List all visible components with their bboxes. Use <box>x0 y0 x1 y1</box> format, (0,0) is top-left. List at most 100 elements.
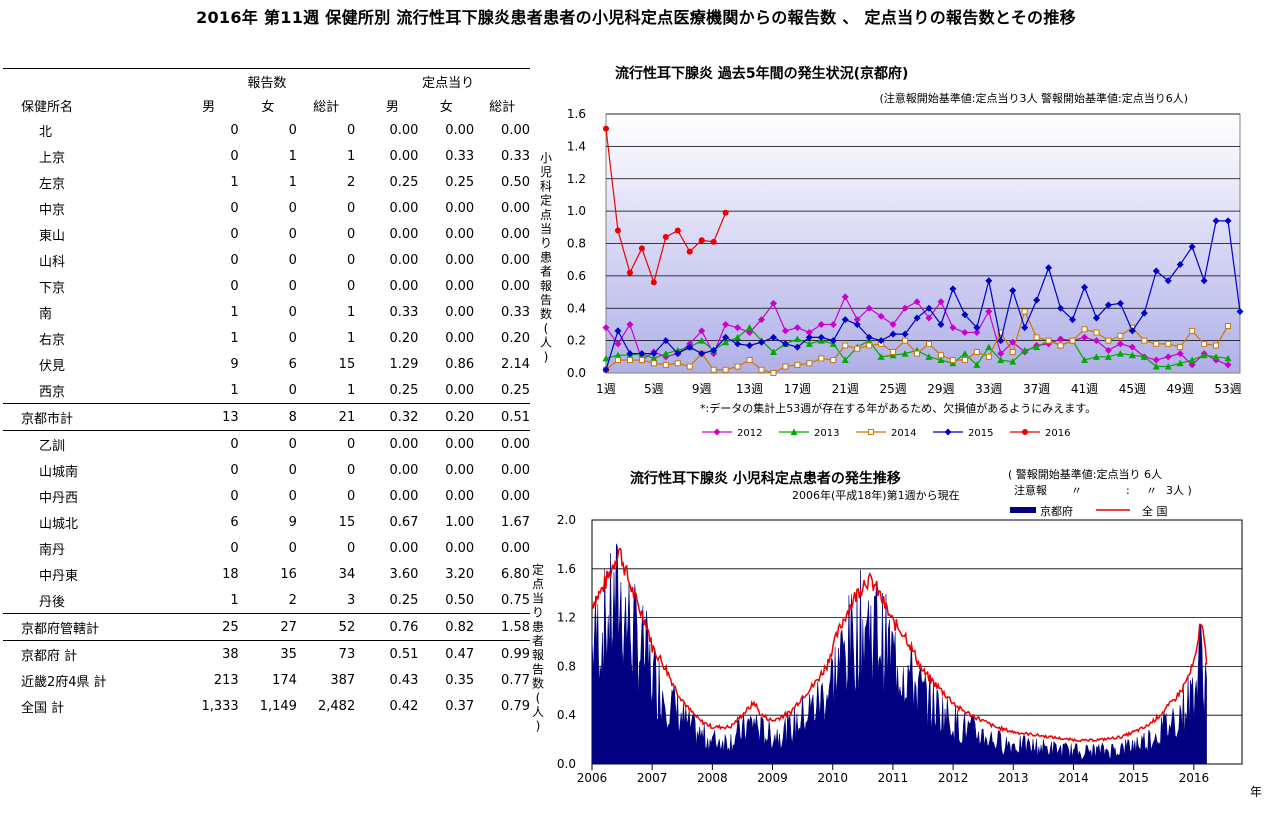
data-point <box>1224 354 1232 362</box>
x-tick-label: 37週 <box>1023 382 1050 396</box>
data-point <box>1057 335 1065 343</box>
data-point <box>854 345 861 352</box>
cell-per-female: 0.35 <box>445 672 475 688</box>
legend-label: 全 国 <box>1142 504 1168 518</box>
x-tick-label: 29週 <box>927 382 954 396</box>
series-2015: 2015 <box>602 217 1244 439</box>
y-tick-label: 1.2 <box>567 172 586 186</box>
series-2012: 2012 <box>602 293 1232 439</box>
threshold-note-2: 注意報 <box>1014 483 1047 497</box>
chart-trend: 0.0 0.4 0.8 1.2 1.6 2.0 2006 2007 2008 2009 2010 20… <box>532 467 1262 799</box>
x-tick-label: 9週 <box>692 382 712 396</box>
cell-per-total: 0.00 <box>501 436 530 452</box>
data-point <box>662 361 669 368</box>
cell-per-total: 0.79 <box>501 698 530 714</box>
data-point <box>1225 323 1232 330</box>
data-point <box>769 299 777 307</box>
data-point <box>1164 353 1172 361</box>
data-point <box>1141 337 1148 344</box>
data-point <box>890 348 897 355</box>
cell-name: 中丹東 <box>39 568 79 584</box>
cell-total: 1 <box>346 304 356 320</box>
cell-per-total: 0.00 <box>501 252 530 268</box>
cell-per-total: 0.00 <box>501 226 530 242</box>
data-point <box>1009 286 1017 294</box>
data-point <box>734 324 742 332</box>
data-point <box>830 357 837 364</box>
cell-male: 0 <box>230 436 239 452</box>
cell-per-male: 0.51 <box>389 646 419 662</box>
data-point <box>1188 243 1196 251</box>
data-point <box>758 338 766 346</box>
cell-total: 1 <box>346 382 356 398</box>
table-row: 中丹西 0 0 0 0.00 0.00 0.00 <box>3 483 530 509</box>
x-tick-label: 45週 <box>1119 382 1146 396</box>
data-point <box>686 363 693 370</box>
cell-female: 8 <box>238 403 297 431</box>
data-point <box>817 320 825 328</box>
data-point <box>997 337 1005 345</box>
data-point <box>650 354 658 362</box>
cell-female: 0 <box>288 462 297 478</box>
data-point <box>902 337 909 344</box>
data-point <box>746 357 753 364</box>
data-point <box>722 366 729 373</box>
data-point <box>638 350 646 358</box>
cell-female: 27 <box>238 613 297 641</box>
cell-per-total: 0.00 <box>501 540 530 556</box>
data-point <box>1188 356 1196 364</box>
chart-title: 流行性耳下腺炎 小児科定点患者の発生推移 <box>630 470 901 487</box>
data-point <box>865 333 873 341</box>
data-point <box>746 341 754 349</box>
data-point <box>817 333 825 341</box>
x-tick-label: 17週 <box>784 382 811 396</box>
data-point <box>853 320 861 328</box>
data-point <box>1092 353 1100 360</box>
cell-total: 73 <box>338 646 356 662</box>
cell-female: 0 <box>288 488 297 504</box>
table-row: 左京 1 1 2 0.25 0.25 0.50 <box>3 169 530 195</box>
cell-female: 2 <box>288 592 297 608</box>
y-tick-label: 0.4 <box>567 301 586 315</box>
cell-male: 0 <box>230 122 239 138</box>
table-row: 南丹 0 0 0 0.00 0.00 0.00 <box>3 535 530 561</box>
col-header-per-total: 総計 <box>489 99 516 115</box>
table-row: 乙訓 0 0 0 0.00 0.00 0.00 <box>3 431 530 458</box>
cell-total: 15 <box>338 356 356 372</box>
cell-per-total: 0.50 <box>501 174 530 190</box>
cell-per-male: 0.00 <box>389 200 419 216</box>
data-point <box>1116 350 1124 357</box>
cell-total: 1 <box>346 330 356 346</box>
data-point <box>1140 353 1148 360</box>
x-tick-label: 2009 <box>757 771 788 785</box>
cell-male: 25 <box>178 613 239 641</box>
data-point <box>973 324 981 332</box>
data-point <box>973 329 981 337</box>
data-point <box>722 333 730 341</box>
y-tick-label: 0.0 <box>567 366 586 380</box>
cell-per-female: 0.00 <box>445 304 475 320</box>
cell-name: 伏見 <box>39 358 66 374</box>
series-2013: 2013 <box>602 324 1232 439</box>
cell-total: 0 <box>346 540 356 556</box>
cell-female: 0 <box>288 122 297 138</box>
cell-per-male: 0.20 <box>389 330 419 346</box>
data-point <box>866 342 873 349</box>
data-point <box>1033 296 1041 304</box>
cell-per-female: 0.00 <box>445 200 475 216</box>
table-row: 伏見 9 6 15 1.29 0.86 2.14 <box>3 351 530 377</box>
cell-per-male: 0.00 <box>389 462 419 478</box>
cell-per-female: 0.20 <box>418 403 475 431</box>
data-point <box>841 293 849 301</box>
y-tick-label: 0.0 <box>557 757 576 771</box>
table-row: 近畿2府4県 計 213 174 387 0.43 0.35 0.77 <box>3 667 530 693</box>
data-point <box>949 357 956 364</box>
x-tick-label: 2012 <box>938 771 969 785</box>
x-tick-label: 2016 <box>1179 771 1210 785</box>
data-point <box>985 307 993 315</box>
data-point <box>913 314 921 322</box>
legend-label: 2015 <box>968 428 993 439</box>
cell-per-total: 0.00 <box>501 462 530 478</box>
data-point <box>1104 353 1112 360</box>
data-point <box>602 354 610 362</box>
